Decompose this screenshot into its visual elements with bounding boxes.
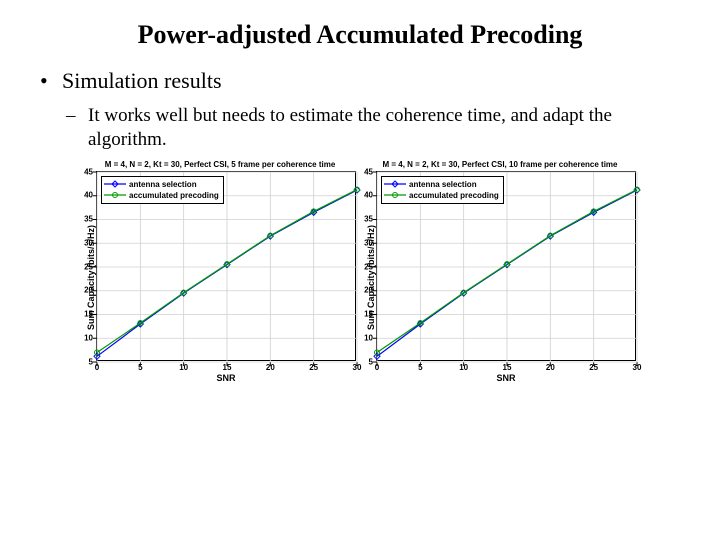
legend-label: accumulated precoding [409,190,499,201]
y-axis-label: Sum Capacity (bits/s/Hz) [364,171,376,383]
x-tick-label: 15 [223,363,232,372]
y-tick-label: 10 [84,333,93,342]
y-axis-label: Sum Capacity (bits/s/Hz) [84,171,96,383]
y-tick-label: 30 [364,238,373,247]
x-tick-label: 25 [309,363,318,372]
x-axis-label: SNR [96,373,356,383]
y-tick-label: 15 [364,310,373,319]
chart-title: M = 4, N = 2, Kt = 30, Perfect CSI, 10 f… [364,160,636,169]
y-tick-label: 20 [364,286,373,295]
y-tick-label: 40 [364,191,373,200]
legend-label: antenna selection [409,179,477,190]
charts-row: M = 4, N = 2, Kt = 30, Perfect CSI, 5 fr… [0,160,720,383]
y-tick-label: 25 [84,262,93,271]
legend-label: accumulated precoding [129,190,219,201]
x-tick-label: 10 [459,363,468,372]
y-tick-label: 5 [89,357,93,366]
legend-swatch-icon [104,190,126,200]
y-tick-label: 40 [84,191,93,200]
legend-label: antenna selection [129,179,197,190]
legend-item: accumulated precoding [384,190,499,201]
y-tick-label: 10 [364,333,373,342]
x-tick-label: 30 [353,363,362,372]
legend-item: antenna selection [104,179,219,190]
y-tick-label: 35 [84,215,93,224]
y-tick-label: 25 [364,262,373,271]
x-axis-label: SNR [376,373,636,383]
plot-area: 05101520253051015202530354045antenna sel… [376,171,636,361]
y-tick-label: 15 [84,310,93,319]
y-tick-label: 5 [369,357,373,366]
x-tick-label: 20 [266,363,275,372]
chart-title: M = 4, N = 2, Kt = 30, Perfect CSI, 5 fr… [84,160,356,169]
y-tick-label: 45 [84,167,93,176]
x-tick-label: 30 [633,363,642,372]
legend: antenna selectionaccumulated precoding [381,176,504,204]
x-tick-label: 15 [503,363,512,372]
x-tick-label: 5 [138,363,142,372]
bullet-level2: It works well but needs to estimate the … [66,104,680,152]
y-tick-label: 30 [84,238,93,247]
x-tick-label: 5 [418,363,422,372]
bullet-level1: Simulation results [40,68,680,94]
x-tick-label: 20 [546,363,555,372]
chart-right: M = 4, N = 2, Kt = 30, Perfect CSI, 10 f… [364,160,636,383]
x-tick-label: 0 [375,363,379,372]
bullet-list: Simulation results It works well but nee… [0,68,720,152]
x-tick-label: 0 [95,363,99,372]
x-tick-label: 25 [589,363,598,372]
legend-swatch-icon [104,179,126,189]
y-tick-label: 20 [84,286,93,295]
y-tick-label: 35 [364,215,373,224]
legend: antenna selectionaccumulated precoding [101,176,224,204]
plot-area: 05101520253051015202530354045antenna sel… [96,171,356,361]
x-tick-label: 10 [179,363,188,372]
legend-item: antenna selection [384,179,499,190]
slide-title: Power-adjusted Accumulated Precoding [0,0,720,68]
y-tick-label: 45 [364,167,373,176]
legend-swatch-icon [384,179,406,189]
chart-left: M = 4, N = 2, Kt = 30, Perfect CSI, 5 fr… [84,160,356,383]
legend-item: accumulated precoding [104,190,219,201]
legend-swatch-icon [384,190,406,200]
